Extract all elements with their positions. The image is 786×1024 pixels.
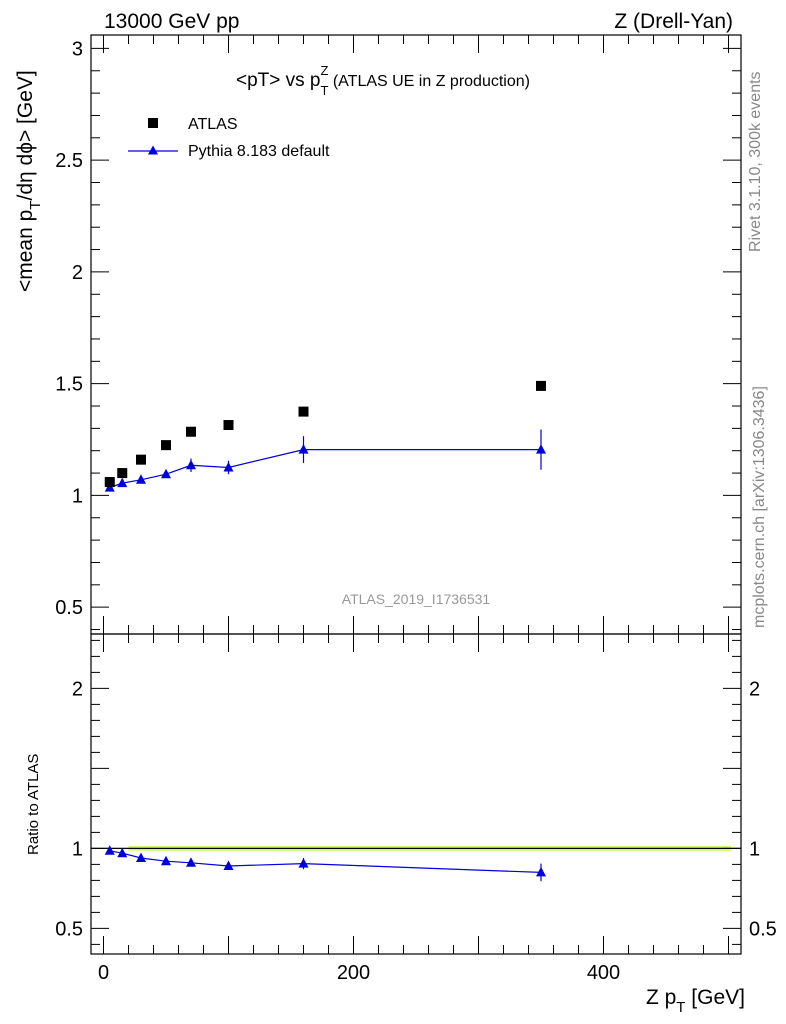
source-text: mcplots.cern.ch [arXiv:1306.3436] xyxy=(751,386,768,628)
legend-pythia-label: Pythia 8.183 default xyxy=(188,143,330,160)
pythia-point xyxy=(223,461,234,472)
ratio-ytick-label-right: 2 xyxy=(749,678,760,700)
atlas-point xyxy=(223,420,234,431)
x-tick-label: 200 xyxy=(337,962,370,984)
atlas-point xyxy=(104,477,115,488)
pythia-point xyxy=(117,477,128,488)
analysis-id: ATLAS_2019_I1736531 xyxy=(342,591,491,607)
legend: ATLAS Pythia 8.183 default xyxy=(128,116,330,160)
atlas-point xyxy=(186,426,196,437)
main-ytick-label: 2.5 xyxy=(55,150,83,172)
main-ytick-label: 1 xyxy=(72,485,83,507)
legend-pythia-marker xyxy=(148,145,158,155)
ratio-panel: 0.5 0.5 1 1 2 2 0 200 400 xyxy=(55,634,777,984)
ratio-y-label: Ratio to ATLAS xyxy=(25,754,42,855)
ratio-ytick-label: 2 xyxy=(72,678,83,700)
ratio-ytick-label: 0.5 xyxy=(55,918,83,940)
x-tick-label: 0 xyxy=(98,962,109,984)
atlas-point xyxy=(136,454,146,465)
main-ytick-label: 3 xyxy=(72,38,83,60)
ratio-ytick-label-right: 1 xyxy=(749,838,760,860)
pythia-point xyxy=(186,459,196,470)
main-ytick-label: 1.5 xyxy=(55,374,83,396)
ratio-point xyxy=(298,858,309,868)
main-ytick-label: 0.5 xyxy=(55,597,83,619)
ratio-point xyxy=(136,852,146,862)
atlas-point xyxy=(536,380,546,391)
ratio-ytick-label: 1 xyxy=(72,838,83,860)
x-tick-label: 400 xyxy=(587,962,620,984)
main-title: <pT> vs pTZ (ATLAS UE in Z production) xyxy=(236,63,530,98)
ratio-point xyxy=(117,847,128,858)
main-ytick-label: 2 xyxy=(72,262,83,284)
main-y-label: <mean pT/dη dϕ> [GeV] xyxy=(14,70,44,292)
ratio-panel-frame xyxy=(90,633,742,955)
pythia-point xyxy=(536,444,546,454)
pythia-point xyxy=(298,444,309,454)
ratio-point xyxy=(161,855,171,866)
legend-atlas-label: ATLAS xyxy=(188,116,238,133)
energy-label: 13000 GeV pp xyxy=(104,10,239,33)
ratio-point xyxy=(223,860,234,870)
ratio-line xyxy=(109,850,542,873)
atlas-point xyxy=(117,468,128,479)
process-label: Z (Drell-Yan) xyxy=(614,10,733,33)
main-panel: 0.5 1 1.5 2 2.5 3 xyxy=(55,35,741,634)
ratio-point xyxy=(104,845,115,855)
pythia-point xyxy=(161,468,171,479)
ratio-point xyxy=(186,857,196,867)
generator-text: Rivet 3.1.10, 300k events xyxy=(747,71,764,252)
x-axis-label: Z pT [GeV] xyxy=(646,986,745,1016)
atlas-point xyxy=(298,406,309,417)
pythia-line xyxy=(109,449,541,489)
pythia-point xyxy=(136,474,146,484)
ratio-point xyxy=(536,866,546,877)
atlas-point xyxy=(161,440,171,451)
ratio-ytick-label-right: 0.5 xyxy=(749,918,777,940)
legend-atlas-marker xyxy=(148,118,158,128)
